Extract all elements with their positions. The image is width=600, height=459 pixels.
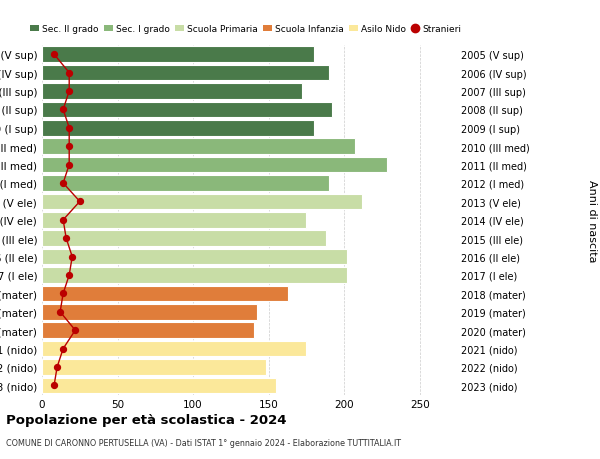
- Bar: [42, 341, 307, 357]
- Point: [58, 180, 68, 187]
- Bar: [42, 176, 329, 191]
- Point: [55, 308, 65, 316]
- Bar: [42, 66, 329, 81]
- Point: [70, 327, 80, 334]
- Bar: [42, 213, 307, 228]
- Bar: [42, 157, 386, 173]
- Point: [52, 364, 62, 371]
- Point: [64, 143, 74, 151]
- Bar: [42, 47, 314, 63]
- Bar: [42, 304, 257, 320]
- Bar: [42, 249, 347, 265]
- Text: Popolazione per età scolastica - 2024: Popolazione per età scolastica - 2024: [6, 413, 287, 426]
- Point: [64, 162, 74, 169]
- Point: [67, 253, 77, 261]
- Bar: [42, 139, 355, 155]
- Bar: [42, 194, 362, 210]
- Legend: Sec. II grado, Sec. I grado, Scuola Primaria, Scuola Infanzia, Asilo Nido, Stran: Sec. II grado, Sec. I grado, Scuola Prim…: [31, 25, 461, 34]
- Point: [64, 272, 74, 279]
- Point: [61, 235, 71, 242]
- Point: [58, 106, 68, 114]
- Point: [64, 88, 74, 95]
- Point: [58, 290, 68, 297]
- Bar: [42, 323, 254, 338]
- Point: [49, 51, 59, 59]
- Point: [64, 125, 74, 132]
- Bar: [42, 121, 314, 136]
- Bar: [42, 359, 266, 375]
- Bar: [42, 102, 332, 118]
- Bar: [42, 268, 347, 283]
- Bar: [42, 231, 326, 246]
- Text: COMUNE DI CARONNO PERTUSELLA (VA) - Dati ISTAT 1° gennaio 2024 - Elaborazione TU: COMUNE DI CARONNO PERTUSELLA (VA) - Dati…: [6, 438, 401, 448]
- Bar: [42, 286, 289, 302]
- Point: [64, 70, 74, 77]
- Point: [75, 198, 85, 206]
- Text: Anni di nascita: Anni di nascita: [587, 179, 597, 262]
- Point: [49, 382, 59, 389]
- Bar: [42, 84, 302, 100]
- Point: [58, 217, 68, 224]
- Point: [58, 345, 68, 353]
- Bar: [42, 378, 276, 393]
